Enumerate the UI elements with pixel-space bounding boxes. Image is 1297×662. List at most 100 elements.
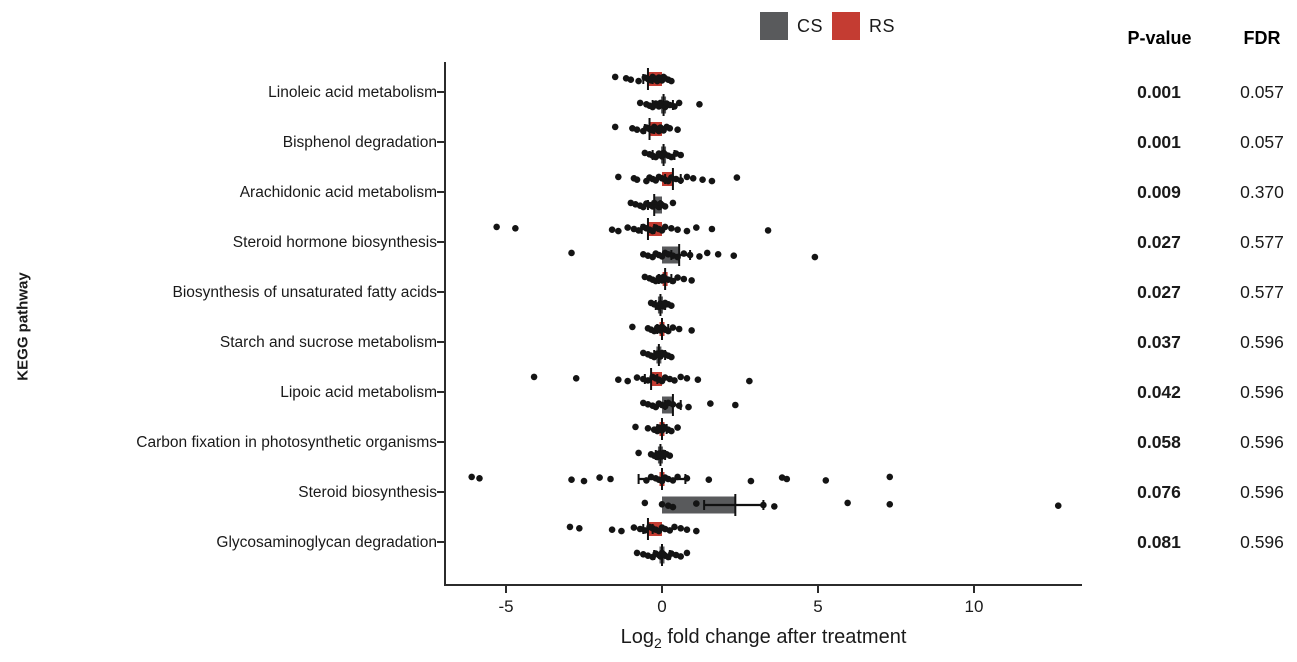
data-point <box>683 526 691 533</box>
data-point <box>468 473 475 481</box>
x-tick-label: 5 <box>813 597 822 616</box>
legend-swatch-cs <box>760 12 788 40</box>
data-point <box>708 177 716 185</box>
data-point <box>686 251 694 259</box>
data-point <box>683 227 691 235</box>
data-point <box>671 103 678 110</box>
data-point <box>680 250 688 257</box>
data-point <box>668 302 675 310</box>
data-point <box>733 174 741 181</box>
data-point <box>822 477 830 484</box>
fdr-cell-bisphenol-degradation: 0.057 <box>1240 132 1284 152</box>
pathway-label-lipoic-acid-metabolism: Lipoic acid metabolism <box>280 384 437 401</box>
data-point <box>771 503 778 510</box>
data-point <box>635 227 642 234</box>
fdr-cell-biosynthesis-of-unsaturated-fatty-acids: 0.577 <box>1240 282 1284 302</box>
data-point <box>608 226 616 233</box>
data-point <box>664 327 672 335</box>
data-point <box>707 400 714 407</box>
data-point <box>671 377 678 384</box>
pathway-label-steroid-hormone-biosynthesis: Steroid hormone biosynthesis <box>233 234 437 251</box>
pathway-label-bisphenol-degradation: Bisphenol degradation <box>283 134 437 151</box>
data-point <box>760 501 767 509</box>
data-point <box>668 153 675 161</box>
data-point <box>669 401 677 408</box>
data-point <box>732 401 739 409</box>
data-point <box>572 375 580 382</box>
data-point <box>675 99 683 107</box>
data-point <box>615 173 622 181</box>
data-point <box>629 323 636 331</box>
pathway-label-biosynthesis-of-unsaturated-fatty-acids: Biosynthesis of unsaturated fatty acids <box>172 284 437 301</box>
y-axis-title: KEGG pathway <box>14 272 32 381</box>
data-point <box>633 549 641 557</box>
data-point <box>669 199 677 207</box>
data-point <box>636 99 644 107</box>
data-point <box>630 524 638 531</box>
x-axis-title-rest: fold change after treatment <box>661 626 907 648</box>
pathway-label-linoleic-acid-metabolism: Linoleic acid metabolism <box>268 84 437 101</box>
data-point <box>643 477 650 484</box>
data-point <box>683 375 691 382</box>
data-point <box>696 101 703 108</box>
x-axis-title-subscript: 2 <box>653 635 662 651</box>
data-point <box>668 427 675 435</box>
data-point <box>671 523 678 531</box>
data-point <box>658 501 666 508</box>
x-tick-label: 0 <box>657 597 666 616</box>
data-point <box>677 177 685 184</box>
data-point <box>608 526 616 533</box>
data-point <box>675 402 683 410</box>
x-tick-label: -5 <box>498 597 513 616</box>
p-value-cell-glycosaminoglycan-degradation: 0.081 <box>1137 532 1181 552</box>
data-point <box>661 223 669 231</box>
data-point <box>705 476 713 484</box>
data-point <box>675 325 683 333</box>
data-point <box>694 376 702 384</box>
data-point <box>476 475 483 482</box>
data-point <box>661 203 669 210</box>
data-point <box>674 274 681 281</box>
data-point <box>633 374 641 381</box>
p-value-cell-lipoic-acid-metabolism: 0.042 <box>1137 382 1181 402</box>
data-point <box>641 499 649 507</box>
legend: CS RS <box>760 12 895 40</box>
p-value-cell-steroid-hormone-biosynthesis: 0.027 <box>1137 232 1181 252</box>
pathway-label-steroid-biosynthesis: Steroid biosynthesis <box>298 484 437 501</box>
p-value-cell-biosynthesis-of-unsaturated-fatty-acids: 0.027 <box>1137 282 1181 302</box>
data-point <box>596 474 603 481</box>
data-point <box>677 553 685 560</box>
data-point <box>611 123 619 131</box>
data-point <box>568 476 575 484</box>
data-point <box>668 77 675 85</box>
data-point <box>674 473 681 481</box>
pathway-label-glycosaminoglycan-degradation: Glycosaminoglycan degradation <box>216 534 437 551</box>
data-point <box>674 226 681 233</box>
data-point <box>886 501 894 508</box>
data-point <box>688 277 695 284</box>
data-point <box>493 223 500 231</box>
data-point <box>685 403 692 411</box>
fdr-cell-arachidonic-acid-metabolism: 0.370 <box>1240 182 1284 202</box>
data-point <box>747 477 755 485</box>
pathway-label-arachidonic-acid-metabolism: Arachidonic acid metabolism <box>240 184 437 201</box>
data-point <box>674 424 681 431</box>
p-value-cell-linoleic-acid-metabolism: 0.001 <box>1137 82 1181 102</box>
data-point <box>696 253 703 260</box>
data-point <box>615 227 622 235</box>
data-point <box>512 225 519 232</box>
data-point <box>607 475 614 483</box>
x-axis-title-base: Log <box>620 626 654 648</box>
data-point <box>635 449 642 457</box>
data-point <box>674 253 681 261</box>
data-point <box>677 525 685 532</box>
p-value-cell-steroid-biosynthesis: 0.076 <box>1137 482 1181 502</box>
data-point <box>669 324 677 331</box>
p-value-cell-carbon-fixation-in-photosynthetic-organisms: 0.058 <box>1137 432 1181 452</box>
data-point <box>580 477 588 485</box>
data-point <box>783 475 791 483</box>
data-point <box>611 73 619 81</box>
p-value-cell-arachidonic-acid-metabolism: 0.009 <box>1137 182 1181 202</box>
data-point <box>693 527 700 535</box>
p-value-column-header: P-value <box>1127 28 1192 48</box>
